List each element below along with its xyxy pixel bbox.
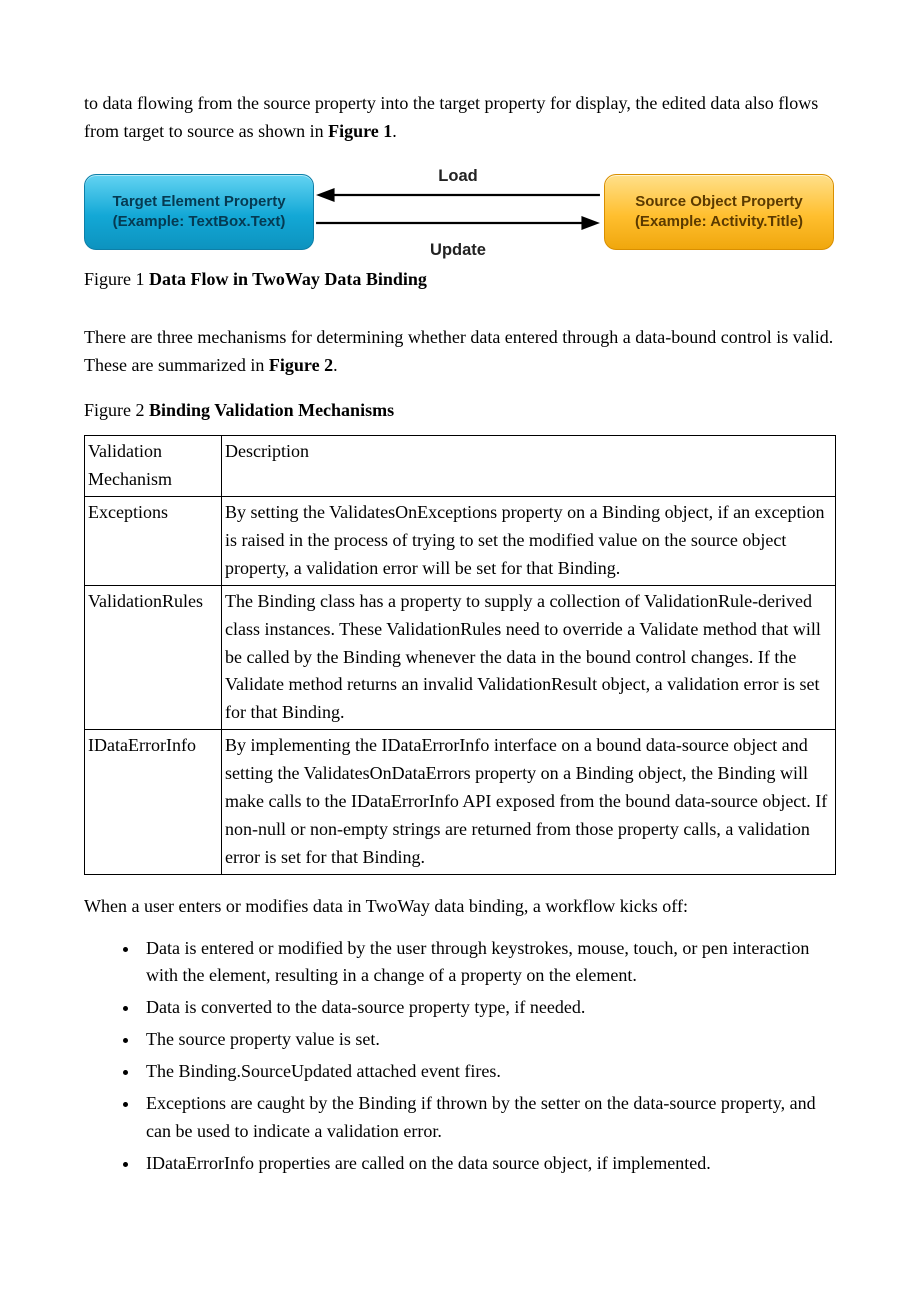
list-item: The Binding.SourceUpdated attached event… (140, 1058, 836, 1086)
desc-cell: The Binding class has a property to supp… (222, 585, 836, 729)
figure2-caption-lead: Figure 2 (84, 400, 149, 420)
table-row: ValidationRules The Binding class has a … (85, 585, 836, 729)
intro-figure-ref: Figure 1 (328, 121, 392, 141)
desc-cell: By implementing the IDataErrorInfo inter… (222, 730, 836, 874)
update-arrow-icon (314, 214, 602, 232)
load-arrow-icon (314, 186, 602, 204)
between-paragraph: There are three mechanisms for determini… (84, 324, 836, 380)
between-figure-ref: Figure 2 (269, 355, 333, 375)
workflow-list: Data is entered or modified by the user … (84, 935, 836, 1178)
intro-paragraph: to data flowing from the source property… (84, 90, 836, 146)
header-description: Description (222, 436, 836, 497)
figure1-caption-title: Data Flow in TwoWay Data Binding (149, 269, 427, 289)
figure1-diagram: Target Element Property (Example: TextBo… (84, 168, 834, 258)
list-item: Data is entered or modified by the user … (140, 935, 836, 991)
figure2-caption: Figure 2 Binding Validation Mechanisms (84, 397, 836, 425)
list-item: The source property value is set. (140, 1026, 836, 1054)
validation-mechanisms-table: Validation Mechanism Description Excepti… (84, 435, 836, 874)
list-item: Exceptions are caught by the Binding if … (140, 1090, 836, 1146)
mech-cell: ValidationRules (85, 585, 222, 729)
table-row: Exceptions By setting the ValidatesOnExc… (85, 497, 836, 586)
figure1-caption-lead: Figure 1 (84, 269, 149, 289)
mech-cell: Exceptions (85, 497, 222, 586)
target-element-box: Target Element Property (Example: TextBo… (84, 174, 314, 250)
intro-text-tail: . (392, 121, 397, 141)
list-item: IDataErrorInfo properties are called on … (140, 1150, 836, 1178)
table-row: IDataErrorInfo By implementing the IData… (85, 730, 836, 874)
workflow-lead: When a user enters or modifies data in T… (84, 893, 836, 921)
source-box-line1: Source Object Property (635, 192, 803, 212)
figure1-caption: Figure 1 Data Flow in TwoWay Data Bindin… (84, 266, 836, 294)
arrow-area: Load Update (314, 168, 602, 258)
update-label: Update (430, 238, 486, 264)
between-text: There are three mechanisms for determini… (84, 327, 833, 375)
mech-cell: IDataErrorInfo (85, 730, 222, 874)
target-box-line2: (Example: TextBox.Text) (113, 212, 286, 232)
header-mechanism: Validation Mechanism (85, 436, 222, 497)
source-object-box: Source Object Property (Example: Activit… (604, 174, 834, 250)
table-header-row: Validation Mechanism Description (85, 436, 836, 497)
between-text-tail: . (333, 355, 338, 375)
source-box-line2: (Example: Activity.Title) (635, 212, 803, 232)
intro-text: to data flowing from the source property… (84, 93, 818, 141)
list-item: Data is converted to the data-source pro… (140, 994, 836, 1022)
desc-cell: By setting the ValidatesOnExceptions pro… (222, 497, 836, 586)
figure2-caption-title: Binding Validation Mechanisms (149, 400, 394, 420)
target-box-line1: Target Element Property (112, 192, 285, 212)
